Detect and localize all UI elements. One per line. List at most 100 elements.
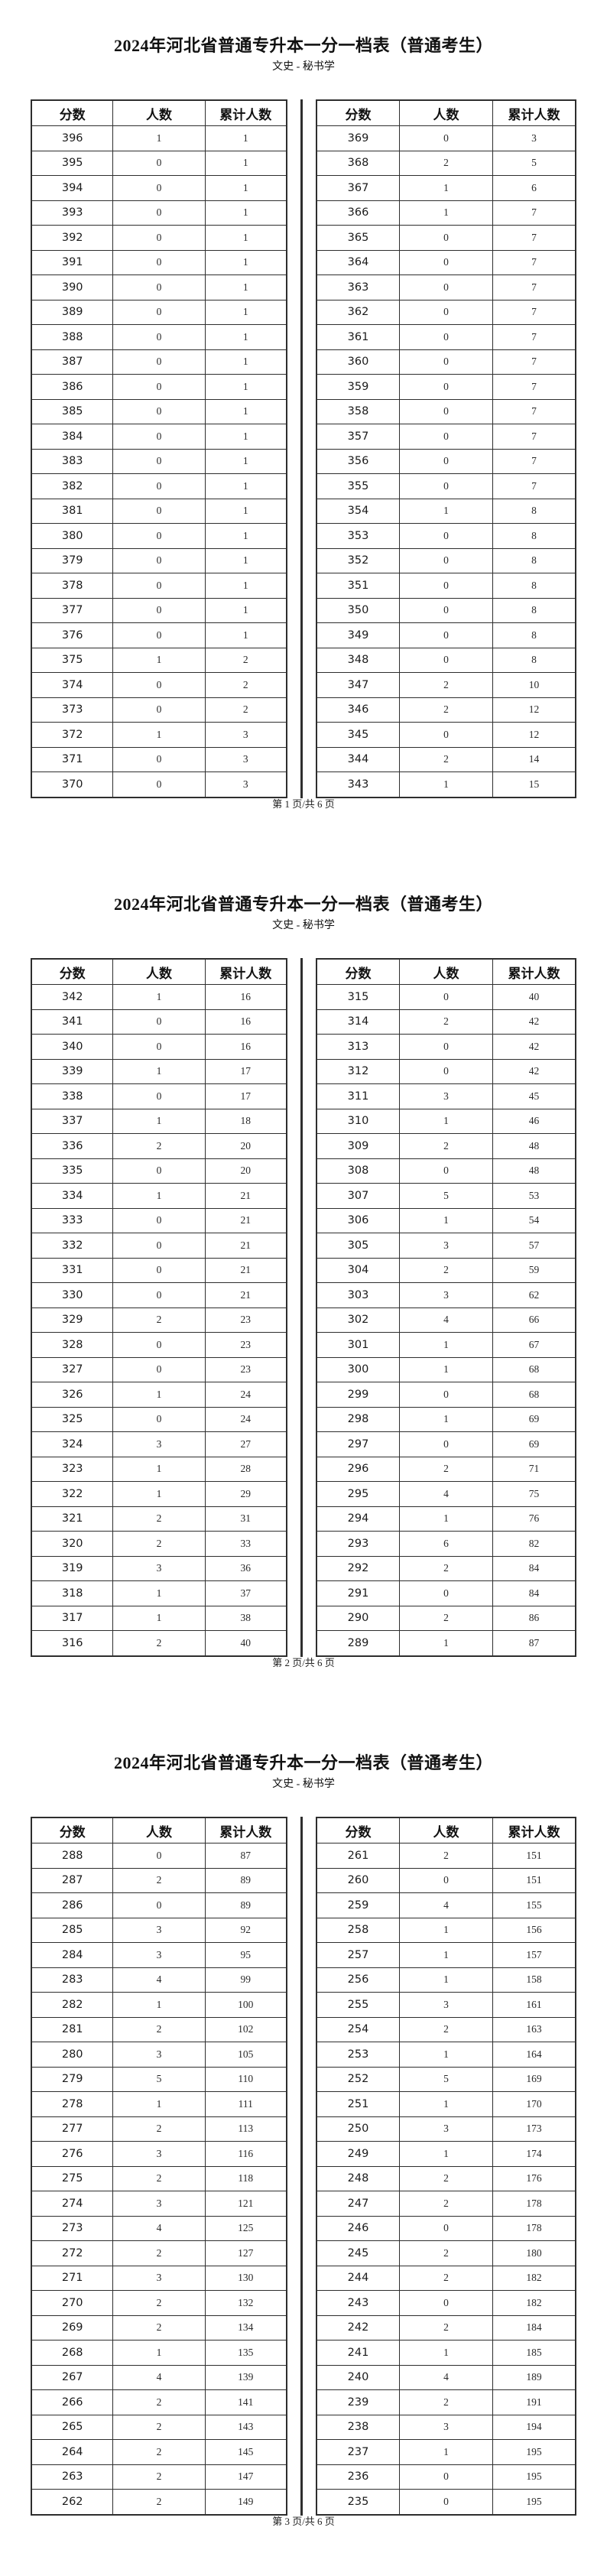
score-cell: 350 [316,597,400,623]
score-cell: 239 [316,2389,400,2415]
table-row: 268 1 135 [31,2340,287,2366]
cumulative-cell: 59 [492,1257,576,1283]
table-row: 355 0 7 [316,473,576,499]
count-cell: 1 [398,1108,494,1134]
cumulative-cell: 42 [492,1058,576,1084]
table-row: 257 1 157 [316,1942,576,1968]
score-cell: 287 [31,1867,114,1893]
cumulative-cell: 42 [492,1009,576,1035]
cumulative-cell: 23 [204,1356,287,1382]
cumulative-cell: 95 [204,1942,287,1968]
score-cell: 369 [316,125,400,151]
table-row: 322 1 29 [31,1481,287,1507]
score-cell: 285 [31,1917,114,1943]
cumulative-cell: 1 [204,200,287,226]
cumulative-cell: 163 [492,2016,576,2042]
score-cell: 258 [316,1917,400,1943]
count-cell: 1 [112,2340,206,2366]
cumulative-cell: 3 [204,722,287,748]
table-row: 342 1 16 [31,984,287,1010]
count-cell: 0 [112,1356,206,1382]
score-cell: 249 [316,2141,400,2167]
table-row: 336 2 20 [31,1133,287,1159]
tables-container: 分数 人数 累计人数 396 1 1 395 0 1 394 0 1 393 0 1 392 0 1 391 0… [0,99,607,798]
score-cell: 318 [31,1580,114,1606]
table-row: 311 3 45 [316,1083,576,1109]
table-row: 280 3 105 [31,2042,287,2068]
cumulative-cell: 57 [492,1233,576,1259]
count-cell: 0 [398,249,494,275]
cumulative-cell: 139 [204,2364,287,2390]
table-row: 353 0 8 [316,523,576,549]
table-row: 291 0 84 [316,1580,576,1606]
score-cell: 362 [316,299,400,325]
score-cell: 395 [31,150,114,176]
cumulative-cell: 116 [204,2141,287,2167]
cumulative-cell: 21 [204,1233,287,1259]
count-cell: 0 [112,672,206,698]
table-row: 345 0 12 [316,722,576,748]
table-row: 241 1 185 [316,2340,576,2366]
table-row: 235 0 195 [316,2489,576,2515]
cumulative-cell: 7 [492,200,576,226]
score-cell: 243 [316,2290,400,2316]
cumulative-cell: 1 [204,274,287,300]
count-cell: 0 [112,622,206,648]
table-row: 391 0 1 [31,249,287,275]
score-cell: 365 [316,225,400,251]
table-row: 285 3 92 [31,1917,287,1943]
table-row: 395 0 1 [31,150,287,176]
cumulative-cell: 1 [204,597,287,623]
score-table-left: 分数 人数 累计人数 396 1 1 395 0 1 394 0 1 393 0 1 392 0 1 391 0… [31,99,287,798]
table-row: 349 0 8 [316,622,576,648]
tables-container: 分数 人数 累计人数 288 0 87 287 2 89 286 0 89 285 3 92 284 3 9… [0,1817,607,2516]
column-header-score: 分数 [316,1817,400,1843]
table-row: 373 0 2 [31,697,287,723]
count-cell: 0 [398,1580,494,1606]
score-cell: 273 [31,2215,114,2241]
count-cell: 3 [398,2116,494,2142]
cumulative-cell: 29 [204,1481,287,1507]
score-cell: 333 [31,1207,114,1233]
count-cell: 1 [112,1580,206,1606]
count-cell: 1 [398,1332,494,1358]
count-cell: 0 [398,523,494,549]
table-row: 310 1 46 [316,1108,576,1134]
table-row: 299 0 68 [316,1382,576,1408]
score-cell: 378 [31,573,114,599]
table-row: 372 1 3 [31,722,287,748]
page-title: 2024年河北省普通专升本一分一档表（普通考生） [113,36,493,55]
score-cell: 387 [31,349,114,375]
count-cell: 1 [112,1183,206,1209]
score-cell: 325 [31,1406,114,1432]
cumulative-cell: 2 [204,672,287,698]
score-cell: 298 [316,1406,400,1432]
count-cell: 2 [398,2016,494,2042]
score-cell: 348 [316,647,400,673]
cumulative-cell: 54 [492,1207,576,1233]
count-cell: 2 [398,672,494,698]
cumulative-cell: 1 [204,398,287,424]
score-table-left: 分数 人数 累计人数 342 1 16 341 0 16 340 0 16 339 1 17 338 0 1… [31,958,287,1657]
table-row: 307 5 53 [316,1183,576,1209]
count-cell: 0 [398,722,494,748]
count-cell: 1 [112,1108,206,1134]
count-cell: 1 [112,1605,206,1631]
cumulative-cell: 1 [204,324,287,350]
cumulative-cell: 1 [204,125,287,151]
score-cell: 376 [31,622,114,648]
count-cell: 1 [398,1406,494,1432]
count-cell: 0 [112,150,206,176]
count-cell: 1 [112,125,206,151]
score-cell: 268 [31,2340,114,2366]
table-row: 382 0 1 [31,473,287,499]
cumulative-cell: 8 [492,547,576,573]
score-cell: 286 [31,1892,114,1918]
cumulative-cell: 99 [204,1967,287,1993]
table-row: 263 2 147 [31,2464,287,2490]
cumulative-cell: 149 [204,2489,287,2515]
cumulative-cell: 71 [492,1456,576,1482]
cumulative-cell: 67 [492,1332,576,1358]
score-cell: 364 [316,249,400,275]
score-cell: 263 [31,2464,114,2490]
